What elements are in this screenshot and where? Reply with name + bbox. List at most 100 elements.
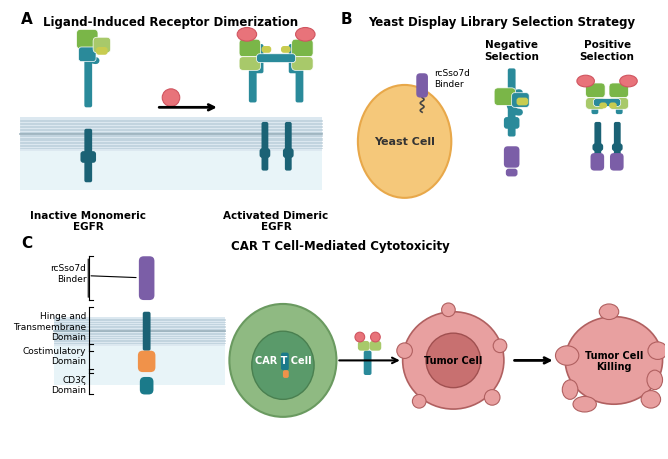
Circle shape	[412, 395, 426, 408]
Text: Ligand-Induced Receptor Dimerization: Ligand-Induced Receptor Dimerization	[43, 16, 299, 29]
Text: Hinge and
Transmembrane
Domain: Hinge and Transmembrane Domain	[13, 312, 86, 341]
FancyBboxPatch shape	[239, 40, 261, 57]
Circle shape	[355, 332, 365, 342]
Ellipse shape	[648, 342, 667, 360]
Ellipse shape	[295, 28, 315, 42]
Ellipse shape	[599, 304, 619, 320]
FancyBboxPatch shape	[616, 90, 623, 115]
FancyBboxPatch shape	[363, 351, 371, 375]
FancyBboxPatch shape	[54, 317, 224, 346]
Ellipse shape	[229, 304, 337, 417]
FancyBboxPatch shape	[96, 48, 108, 56]
FancyBboxPatch shape	[54, 346, 224, 385]
FancyBboxPatch shape	[506, 169, 518, 177]
Ellipse shape	[565, 317, 663, 404]
FancyBboxPatch shape	[292, 57, 313, 71]
FancyBboxPatch shape	[84, 55, 92, 108]
FancyBboxPatch shape	[609, 98, 629, 110]
FancyBboxPatch shape	[281, 353, 289, 370]
FancyBboxPatch shape	[593, 144, 603, 152]
Text: CAR T Cell: CAR T Cell	[255, 356, 311, 366]
FancyBboxPatch shape	[610, 154, 624, 171]
FancyBboxPatch shape	[292, 40, 313, 57]
FancyBboxPatch shape	[261, 47, 271, 54]
Ellipse shape	[577, 76, 595, 88]
Text: CAR T Cell-Mediated Cytotoxicity: CAR T Cell-Mediated Cytotoxicity	[231, 239, 450, 252]
Ellipse shape	[573, 397, 597, 412]
FancyBboxPatch shape	[586, 84, 605, 98]
FancyBboxPatch shape	[255, 45, 263, 74]
FancyBboxPatch shape	[504, 147, 520, 168]
FancyBboxPatch shape	[79, 48, 96, 62]
Text: Tumor Cell
Killing: Tumor Cell Killing	[584, 350, 643, 371]
FancyBboxPatch shape	[260, 149, 271, 159]
Ellipse shape	[562, 380, 578, 399]
FancyBboxPatch shape	[494, 89, 516, 106]
Text: Negative
Selection: Negative Selection	[484, 40, 539, 62]
FancyBboxPatch shape	[504, 118, 520, 129]
Text: Activated Dimeric
EGFR: Activated Dimeric EGFR	[224, 210, 329, 232]
Text: Yeast Cell: Yeast Cell	[374, 137, 435, 147]
FancyBboxPatch shape	[512, 94, 529, 108]
Ellipse shape	[556, 346, 579, 365]
FancyBboxPatch shape	[369, 341, 381, 351]
Circle shape	[371, 332, 380, 342]
FancyBboxPatch shape	[283, 370, 289, 378]
FancyBboxPatch shape	[281, 47, 291, 54]
FancyBboxPatch shape	[77, 30, 98, 50]
Text: C: C	[21, 235, 32, 250]
FancyBboxPatch shape	[239, 57, 261, 71]
FancyBboxPatch shape	[20, 118, 322, 152]
Ellipse shape	[641, 391, 661, 408]
FancyBboxPatch shape	[516, 98, 528, 106]
Text: rcSso7d
Binder: rcSso7d Binder	[434, 69, 470, 89]
Text: Costimulatory
Domain: Costimulatory Domain	[23, 346, 86, 365]
FancyBboxPatch shape	[93, 38, 111, 54]
FancyBboxPatch shape	[612, 144, 623, 152]
Text: CD3ζ
Domain: CD3ζ Domain	[51, 375, 86, 395]
Ellipse shape	[647, 370, 663, 390]
Circle shape	[484, 390, 500, 405]
FancyBboxPatch shape	[20, 152, 322, 190]
FancyBboxPatch shape	[285, 123, 292, 171]
FancyBboxPatch shape	[609, 103, 617, 109]
FancyBboxPatch shape	[508, 69, 516, 137]
Ellipse shape	[252, 331, 314, 399]
Circle shape	[162, 90, 180, 107]
FancyBboxPatch shape	[295, 64, 303, 103]
FancyBboxPatch shape	[143, 312, 150, 351]
Ellipse shape	[403, 312, 504, 409]
Ellipse shape	[358, 86, 452, 198]
FancyBboxPatch shape	[261, 123, 269, 171]
FancyBboxPatch shape	[249, 64, 257, 103]
Ellipse shape	[620, 76, 637, 88]
FancyBboxPatch shape	[416, 74, 428, 98]
Circle shape	[442, 303, 455, 317]
Circle shape	[493, 339, 507, 353]
Text: Inactive Monomeric
EGFR: Inactive Monomeric EGFR	[30, 210, 146, 232]
FancyBboxPatch shape	[609, 84, 629, 98]
FancyBboxPatch shape	[84, 129, 92, 183]
Text: B: B	[341, 12, 352, 27]
Text: Positive
Selection: Positive Selection	[580, 40, 635, 62]
Ellipse shape	[237, 28, 257, 42]
FancyBboxPatch shape	[257, 55, 295, 63]
FancyBboxPatch shape	[283, 149, 294, 159]
FancyBboxPatch shape	[591, 90, 599, 115]
Ellipse shape	[426, 333, 480, 388]
FancyBboxPatch shape	[80, 152, 96, 163]
FancyBboxPatch shape	[139, 257, 154, 300]
FancyBboxPatch shape	[358, 341, 369, 351]
FancyBboxPatch shape	[593, 99, 621, 107]
FancyBboxPatch shape	[591, 154, 604, 171]
Text: Tumor Cell: Tumor Cell	[424, 356, 482, 366]
Text: A: A	[21, 12, 33, 27]
FancyBboxPatch shape	[614, 123, 621, 162]
FancyBboxPatch shape	[599, 103, 607, 109]
FancyBboxPatch shape	[138, 351, 156, 372]
FancyBboxPatch shape	[586, 98, 605, 110]
FancyBboxPatch shape	[595, 123, 601, 162]
FancyBboxPatch shape	[289, 45, 297, 74]
FancyBboxPatch shape	[140, 377, 154, 395]
Circle shape	[397, 343, 412, 358]
